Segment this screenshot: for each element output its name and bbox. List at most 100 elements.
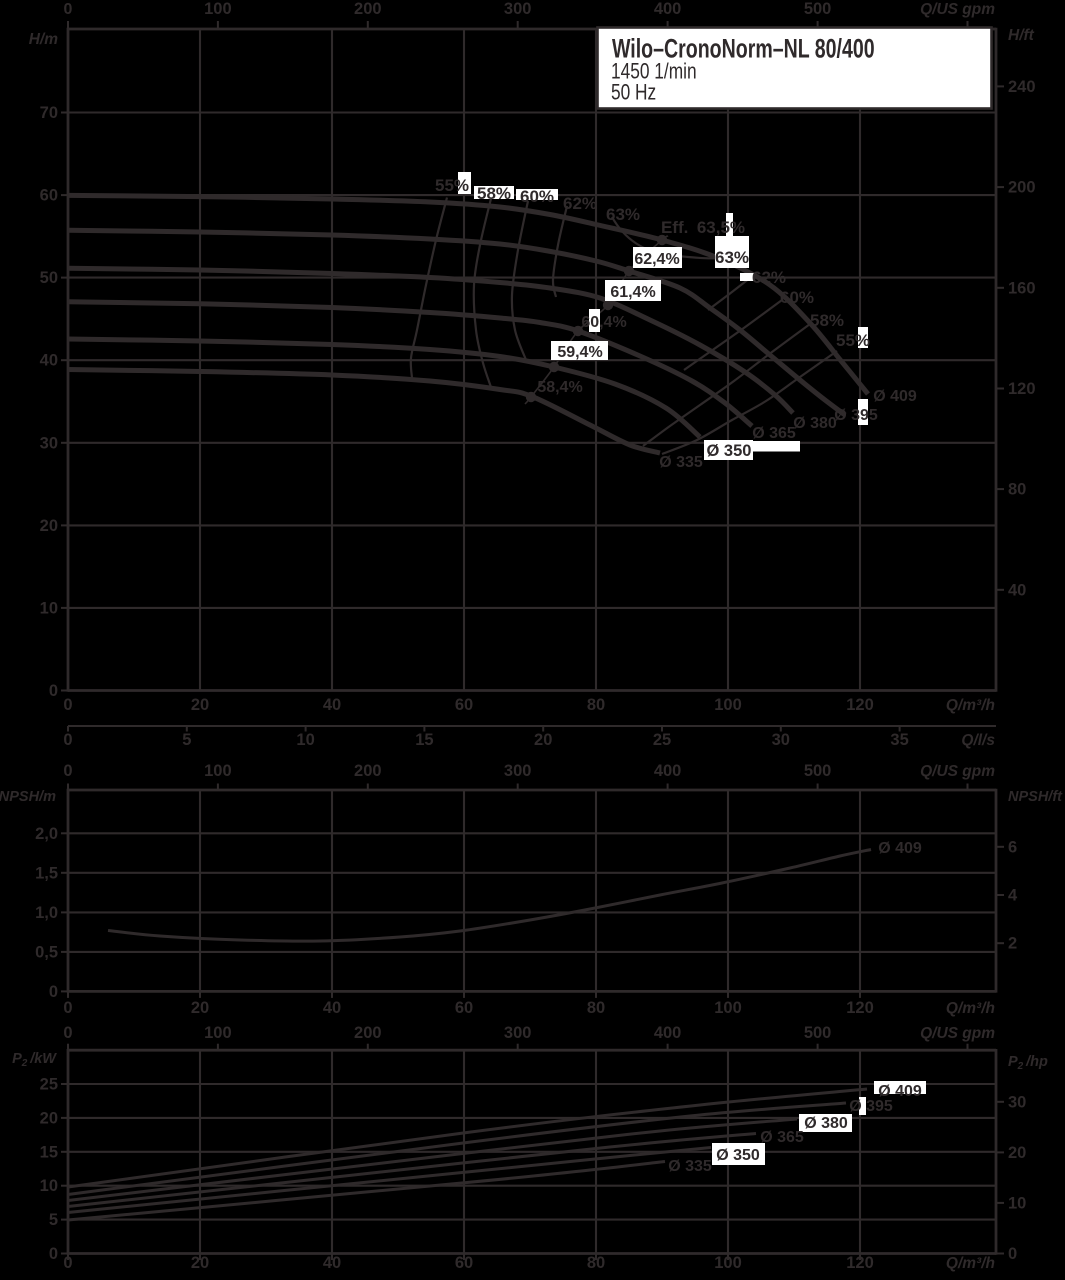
svg-text:5: 5 — [49, 1211, 58, 1229]
svg-text:300: 300 — [504, 1024, 532, 1042]
svg-text:400: 400 — [654, 0, 682, 18]
svg-text:60: 60 — [455, 1254, 473, 1272]
svg-text:58,4%: 58,4% — [537, 379, 582, 396]
svg-text:300: 300 — [504, 0, 532, 18]
svg-text:Q/l/s: Q/l/s — [961, 732, 995, 749]
svg-text:6: 6 — [1008, 838, 1017, 856]
svg-text:40: 40 — [323, 696, 341, 714]
svg-text:Q/m³/h: Q/m³/h — [946, 1000, 995, 1017]
svg-text:0: 0 — [63, 1024, 72, 1042]
svg-text:H/ft: H/ft — [1008, 27, 1035, 44]
svg-text:NPSH/ft: NPSH/ft — [1008, 789, 1063, 805]
svg-text:40: 40 — [323, 1254, 341, 1272]
svg-text:H/m: H/m — [29, 31, 59, 48]
svg-text:160: 160 — [1008, 279, 1036, 297]
svg-text:Ø 409: Ø 409 — [878, 840, 922, 857]
svg-text:20: 20 — [40, 517, 58, 535]
svg-text:200: 200 — [1008, 179, 1036, 197]
svg-text:200: 200 — [354, 1024, 382, 1042]
svg-text:58%: 58% — [477, 184, 511, 203]
svg-text:200: 200 — [354, 762, 382, 780]
svg-text:0: 0 — [63, 696, 72, 714]
svg-text:10: 10 — [1008, 1194, 1026, 1212]
svg-text:100: 100 — [714, 696, 742, 714]
svg-text:400: 400 — [654, 1024, 682, 1042]
svg-text:20: 20 — [534, 731, 552, 749]
svg-text:40: 40 — [40, 352, 58, 370]
svg-text:30: 30 — [1008, 1093, 1026, 1111]
svg-text:0: 0 — [1008, 1245, 1017, 1263]
svg-text:60%: 60% — [780, 288, 814, 307]
svg-text:0: 0 — [49, 983, 58, 1001]
svg-text:120: 120 — [846, 696, 874, 714]
svg-text:0: 0 — [63, 999, 72, 1017]
svg-text:Q/US gpm: Q/US gpm — [920, 763, 995, 780]
svg-text:100: 100 — [204, 1024, 232, 1042]
svg-text:Q/m³/h: Q/m³/h — [946, 697, 995, 714]
svg-text:Ø 409: Ø 409 — [873, 388, 917, 405]
svg-text:15: 15 — [415, 731, 433, 749]
svg-text:Ø 365: Ø 365 — [760, 1129, 804, 1146]
svg-text:100: 100 — [204, 762, 232, 780]
svg-text:1,0: 1,0 — [35, 904, 58, 922]
svg-text:Ø 380: Ø 380 — [793, 415, 837, 432]
svg-text:Ø 350: Ø 350 — [716, 1147, 760, 1164]
svg-text:80: 80 — [587, 696, 605, 714]
svg-text:80: 80 — [1008, 481, 1026, 499]
svg-text:Ø 395: Ø 395 — [834, 407, 878, 424]
svg-text:P2 /hp: P2 /hp — [1008, 1054, 1048, 1072]
svg-text:80: 80 — [587, 999, 605, 1017]
svg-text:80: 80 — [587, 1254, 605, 1272]
svg-text:500: 500 — [804, 0, 832, 18]
svg-text:20: 20 — [191, 696, 209, 714]
svg-text:Q/m³/h: Q/m³/h — [946, 1255, 995, 1272]
svg-text:Ø 365: Ø 365 — [752, 425, 796, 442]
svg-text:0: 0 — [63, 731, 72, 749]
svg-text:10: 10 — [40, 599, 58, 617]
svg-text:20: 20 — [191, 999, 209, 1017]
svg-text:100: 100 — [714, 999, 742, 1017]
svg-text:20: 20 — [191, 1254, 209, 1272]
svg-text:25: 25 — [653, 731, 671, 749]
svg-text:55%: 55% — [836, 331, 870, 350]
svg-text:61,4%: 61,4% — [610, 284, 655, 301]
svg-text:50: 50 — [40, 269, 58, 287]
svg-text:55%: 55% — [435, 176, 469, 195]
svg-text:100: 100 — [204, 0, 232, 18]
svg-text:1,5: 1,5 — [35, 864, 58, 882]
svg-text:4: 4 — [1008, 887, 1018, 905]
svg-text:500: 500 — [804, 762, 832, 780]
svg-text:0,5: 0,5 — [35, 943, 58, 961]
svg-text:0: 0 — [63, 1254, 72, 1272]
svg-text:300: 300 — [504, 762, 532, 780]
svg-text:0: 0 — [49, 682, 58, 700]
svg-text:30: 30 — [772, 731, 790, 749]
svg-text:62,4%: 62,4% — [634, 251, 679, 268]
svg-text:2,0: 2,0 — [35, 825, 58, 843]
svg-text:10: 10 — [40, 1177, 58, 1195]
svg-text:40: 40 — [1008, 581, 1026, 599]
svg-text:20: 20 — [1008, 1144, 1026, 1162]
svg-text:120: 120 — [846, 999, 874, 1017]
svg-text:400: 400 — [654, 762, 682, 780]
svg-text:200: 200 — [354, 0, 382, 18]
svg-text:0: 0 — [49, 1245, 58, 1263]
svg-text:62%: 62% — [752, 268, 786, 287]
svg-text:1450 1/min: 1450 1/min — [611, 59, 697, 84]
svg-text:62%: 62% — [563, 194, 597, 213]
svg-text:15: 15 — [40, 1143, 58, 1161]
svg-text:100: 100 — [714, 1254, 742, 1272]
svg-text:Wilo–CronoNorm–NL 80/400: Wilo–CronoNorm–NL 80/400 — [612, 33, 875, 63]
svg-text:40: 40 — [323, 999, 341, 1017]
svg-text:60: 60 — [40, 187, 58, 205]
svg-text:58%: 58% — [810, 311, 844, 330]
svg-text:0: 0 — [63, 762, 72, 780]
svg-text:240: 240 — [1008, 78, 1036, 96]
svg-text:60,4%: 60,4% — [581, 314, 626, 331]
svg-text:30: 30 — [40, 434, 58, 452]
svg-text:0: 0 — [64, 1, 73, 18]
svg-text:Ø 335: Ø 335 — [668, 1158, 712, 1175]
svg-text:10: 10 — [296, 731, 314, 749]
svg-text:Ø 409: Ø 409 — [878, 1083, 922, 1100]
svg-text:2: 2 — [1008, 935, 1017, 953]
